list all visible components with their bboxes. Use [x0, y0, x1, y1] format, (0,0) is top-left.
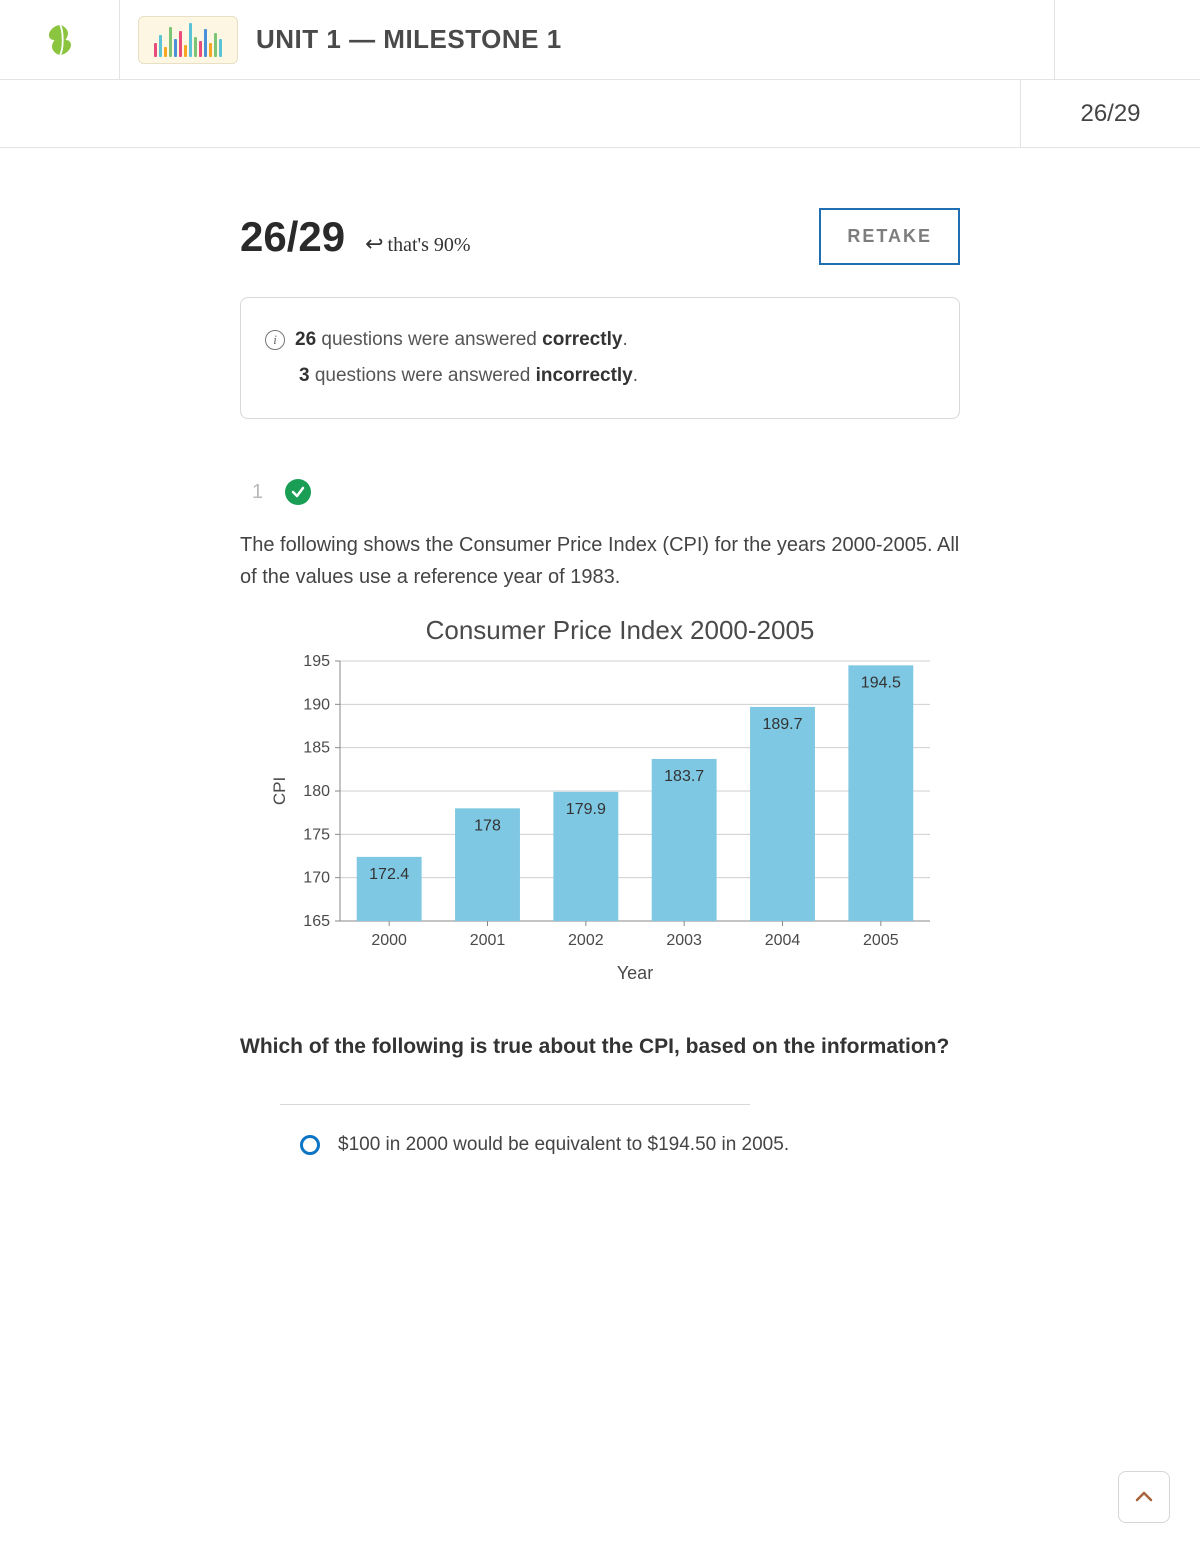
summary-correct-row: i 26 questions were answered correctly.: [265, 322, 935, 358]
answer-option[interactable]: $100 in 2000 would be equivalent to $194…: [240, 1129, 800, 1161]
svg-text:165: 165: [303, 913, 330, 930]
svg-text:178: 178: [474, 818, 501, 835]
svg-text:2000: 2000: [371, 932, 407, 949]
svg-text:Year: Year: [617, 963, 653, 983]
question-number: 1: [252, 481, 263, 504]
question-prompt: Which of the following is true about the…: [240, 1031, 960, 1064]
main-content: 26/29 ↩that's 90% RETAKE i 26 questions …: [240, 208, 960, 1301]
option-text: $100 in 2000 would be equivalent to $194…: [338, 1129, 789, 1161]
summary-correct-text: 26 questions were answered correctly.: [295, 322, 628, 358]
svg-text:172.4: 172.4: [369, 866, 409, 883]
score-row: 26/29 ↩that's 90% RETAKE: [240, 208, 960, 265]
svg-text:2001: 2001: [470, 932, 506, 949]
svg-text:195: 195: [303, 653, 330, 670]
svg-text:CPI: CPI: [270, 777, 289, 805]
svg-text:180: 180: [303, 783, 330, 800]
score-strip: 26/29: [0, 80, 1200, 148]
incorrect-word: incorrectly: [536, 365, 633, 386]
svg-text:179.9: 179.9: [566, 801, 606, 818]
svg-text:2004: 2004: [765, 932, 801, 949]
svg-text:2003: 2003: [666, 932, 702, 949]
summary-incorrect-row: 3 questions were answered incorrectly.: [265, 358, 935, 394]
svg-text:185: 185: [303, 740, 330, 757]
option-divider: [280, 1104, 750, 1105]
incorrect-tail: questions were answered: [310, 365, 536, 386]
scroll-to-top-button[interactable]: [1118, 1471, 1170, 1523]
retake-button[interactable]: RETAKE: [819, 208, 960, 265]
incorrect-count: 3: [299, 365, 310, 386]
logo-container: [0, 0, 120, 79]
svg-text:194.5: 194.5: [861, 675, 901, 692]
sophia-logo-icon: [42, 22, 78, 58]
svg-text:2005: 2005: [863, 932, 899, 949]
info-icon: i: [265, 330, 285, 350]
question-header: 1: [252, 479, 960, 505]
svg-text:Consumer Price Index 2000-2005: Consumer Price Index 2000-2005: [426, 615, 815, 645]
score-strip-value: 26/29: [1020, 80, 1200, 147]
correct-tail: questions were answered: [316, 329, 542, 350]
svg-text:189.7: 189.7: [762, 716, 802, 733]
summary-box: i 26 questions were answered correctly. …: [240, 297, 960, 419]
cpi-bar-chart: Consumer Price Index 2000-2005 165 170 175 1…: [250, 611, 950, 991]
unit-title: UNIT 1 — MILESTONE 1: [256, 24, 562, 55]
chevron-up-icon: [1134, 1487, 1154, 1507]
chart-container: Consumer Price Index 2000-2005 165 170 175 1…: [240, 611, 960, 991]
thats-percent: ↩that's 90%: [365, 231, 470, 257]
svg-text:2002: 2002: [568, 932, 604, 949]
question-text: The following shows the Consumer Price I…: [240, 529, 960, 593]
svg-text:183.7: 183.7: [664, 768, 704, 785]
big-score: 26/29: [240, 213, 345, 261]
divider: [1054, 0, 1055, 80]
correct-check-icon: [285, 479, 311, 505]
radio-icon[interactable]: [300, 1135, 320, 1155]
correct-count: 26: [295, 329, 316, 350]
thats-percent-text: that's 90%: [388, 234, 471, 256]
svg-text:175: 175: [303, 827, 330, 844]
svg-text:170: 170: [303, 870, 330, 887]
arrow-left-icon: ↩: [365, 231, 383, 256]
score-left: 26/29 ↩that's 90%: [240, 213, 471, 261]
svg-text:190: 190: [303, 697, 330, 714]
top-bar: UNIT 1 — MILESTONE 1: [0, 0, 1200, 80]
correct-word: correctly: [542, 329, 622, 350]
milestone-thumbnail-icon: [138, 16, 238, 64]
